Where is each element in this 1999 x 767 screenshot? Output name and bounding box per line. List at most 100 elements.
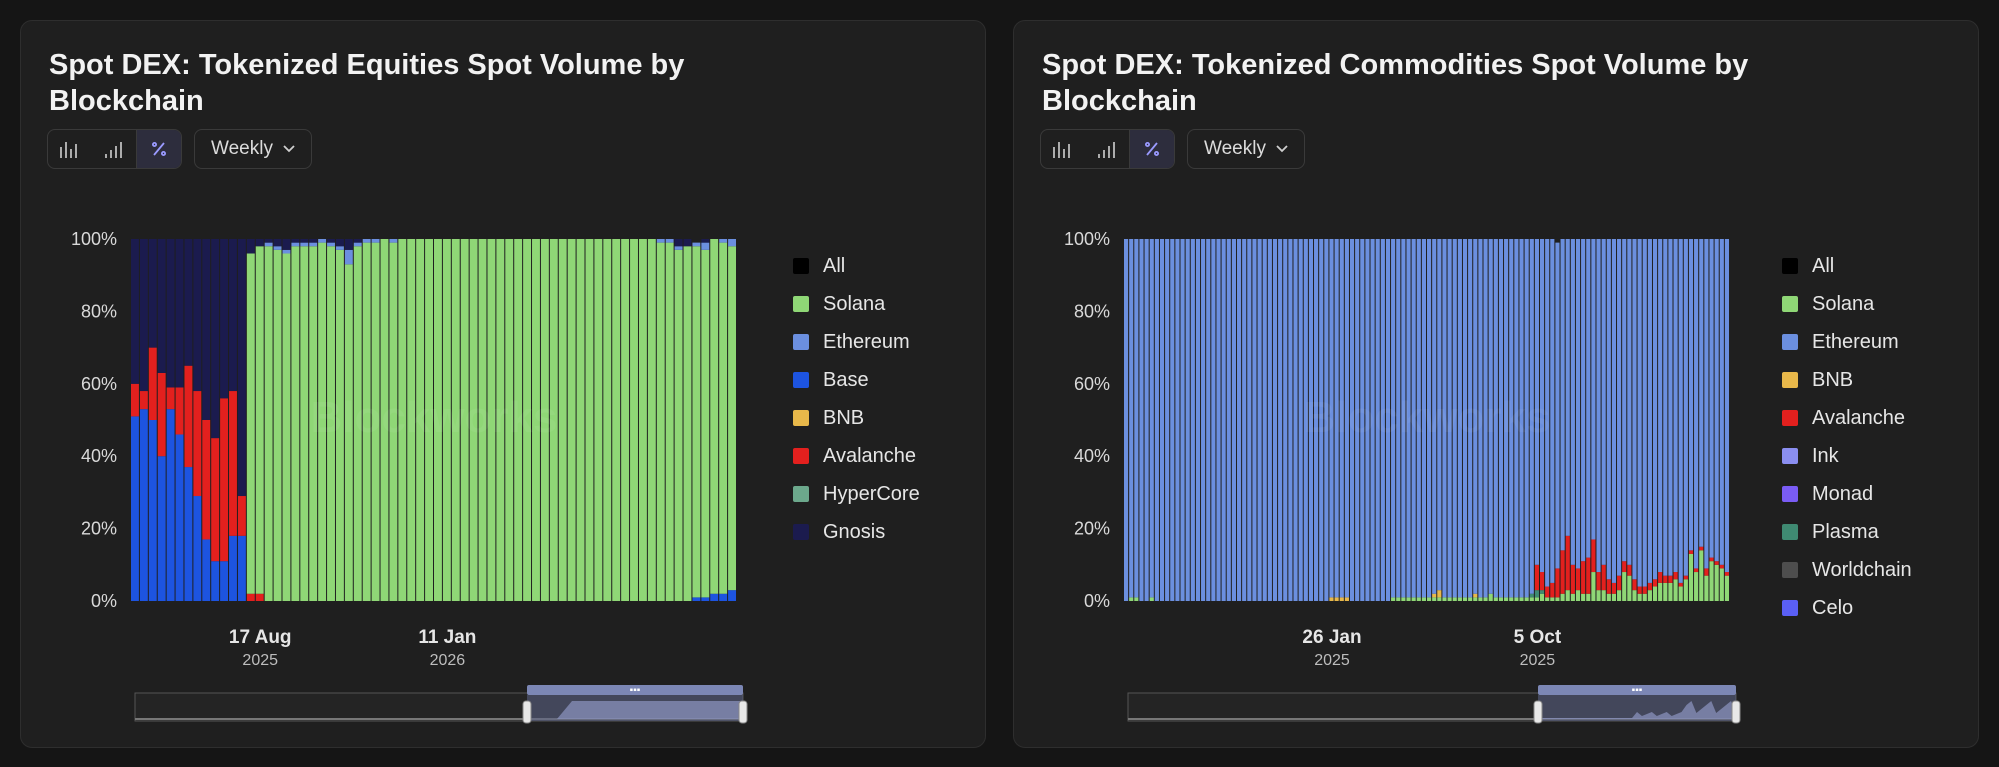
bar-segment[interactable]	[344, 239, 353, 250]
bar-segment[interactable]	[1617, 575, 1622, 591]
bar-segment[interactable]	[1159, 239, 1165, 601]
legend-item-avalanche[interactable]: Avalanche	[793, 437, 920, 475]
bar-segment[interactable]	[344, 264, 353, 601]
bar-segment[interactable]	[728, 246, 736, 591]
bar-segment[interactable]	[1452, 597, 1457, 601]
bar-segment[interactable]	[1642, 593, 1647, 601]
bar-segment[interactable]	[255, 239, 264, 247]
bar-segment[interactable]	[335, 239, 344, 247]
bar-segment[interactable]	[1688, 550, 1694, 554]
bar-segment[interactable]	[371, 239, 380, 243]
bar-segment[interactable]	[1406, 597, 1411, 601]
bar-segment[interactable]	[1349, 239, 1355, 601]
bar-segment[interactable]	[291, 242, 300, 247]
bar-segment[interactable]	[1504, 239, 1509, 598]
bar-segment[interactable]	[656, 242, 665, 601]
bar-segment[interactable]	[1668, 575, 1673, 583]
bar-segment[interactable]	[184, 365, 193, 468]
bar-segment[interactable]	[175, 434, 184, 601]
bar-segment[interactable]	[1647, 239, 1652, 583]
bar-segment[interactable]	[237, 239, 246, 497]
bar-segment[interactable]	[1504, 597, 1509, 601]
bar-segment[interactable]	[1432, 593, 1437, 598]
bar-segment[interactable]	[327, 246, 335, 602]
bar-segment[interactable]	[425, 239, 433, 601]
ascending-bars-icon[interactable]	[1085, 130, 1129, 168]
bar-segment[interactable]	[692, 242, 701, 247]
bar-segment[interactable]	[1211, 239, 1216, 601]
bar-segment[interactable]	[309, 239, 318, 243]
range-grip-handle[interactable]	[1731, 700, 1741, 724]
bar-segment[interactable]	[1637, 593, 1642, 601]
legend-item-all[interactable]: All	[1782, 247, 1912, 285]
bar-segment[interactable]	[1391, 239, 1396, 598]
bar-segment[interactable]	[514, 239, 523, 601]
bar-segment[interactable]	[451, 239, 460, 601]
bar-segment[interactable]	[1688, 239, 1694, 551]
bar-segment[interactable]	[638, 239, 647, 601]
bar-segment[interactable]	[229, 391, 237, 536]
bar-segment[interactable]	[139, 239, 148, 392]
bar-segment[interactable]	[1683, 579, 1688, 601]
bar-segment[interactable]	[1221, 239, 1226, 601]
bar-segment[interactable]	[1611, 239, 1617, 583]
bar-segment[interactable]	[1627, 564, 1632, 576]
bar-segment[interactable]	[1632, 239, 1637, 580]
bar-segment[interactable]	[1432, 239, 1437, 594]
bar-segment[interactable]	[1539, 239, 1545, 573]
bar-segment[interactable]	[1570, 593, 1575, 601]
bar-segment[interactable]	[576, 239, 585, 601]
bar-segment[interactable]	[487, 239, 496, 601]
bar-segment[interactable]	[157, 372, 166, 457]
bar-segment[interactable]	[1539, 572, 1545, 591]
bar-segment[interactable]	[335, 249, 344, 602]
bar-segment[interactable]	[1488, 239, 1493, 594]
bar-segment[interactable]	[131, 383, 139, 417]
range-handle-bar[interactable]	[1538, 685, 1736, 695]
bar-segment[interactable]	[229, 239, 237, 392]
bar-segment[interactable]	[282, 249, 291, 254]
bar-segment[interactable]	[1329, 239, 1334, 598]
bar-segment[interactable]	[1411, 239, 1416, 598]
bar-segment[interactable]	[309, 242, 318, 247]
bar-segment[interactable]	[184, 467, 193, 601]
bar-segment[interactable]	[1216, 239, 1221, 601]
bar-segment[interactable]	[1396, 239, 1401, 598]
bar-segment[interactable]	[1447, 239, 1452, 598]
bar-segment[interactable]	[1406, 239, 1411, 598]
bar-segment[interactable]	[1529, 239, 1534, 594]
bar-segment[interactable]	[389, 239, 398, 243]
legend-item-ink[interactable]: Ink	[1782, 437, 1912, 475]
bar-segment[interactable]	[202, 239, 211, 420]
bar-segment[interactable]	[1442, 597, 1447, 601]
bar-segment[interactable]	[1272, 239, 1278, 601]
bar-segment[interactable]	[1673, 579, 1678, 601]
bar-segment[interactable]	[1462, 239, 1468, 598]
bar-segment[interactable]	[1144, 239, 1149, 601]
bar-segment[interactable]	[1627, 575, 1632, 601]
bar-segment[interactable]	[1365, 239, 1370, 601]
bar-segment[interactable]	[1509, 239, 1514, 598]
bar-segment[interactable]	[1303, 239, 1308, 601]
bar-segment[interactable]	[1601, 590, 1606, 601]
bar-segment[interactable]	[1606, 579, 1611, 594]
interval-dropdown[interactable]: Weekly	[194, 129, 312, 169]
bar-segment[interactable]	[1134, 239, 1139, 598]
bar-segment[interactable]	[1668, 239, 1673, 576]
bar-segment[interactable]	[1586, 557, 1591, 594]
bar-segment[interactable]	[1534, 239, 1539, 565]
bar-segment[interactable]	[1652, 579, 1658, 587]
bar-segment[interactable]	[442, 239, 451, 601]
bar-segment[interactable]	[1668, 582, 1673, 601]
bar-segment[interactable]	[549, 239, 558, 601]
bar-segment[interactable]	[1545, 239, 1550, 587]
bar-segment[interactable]	[1231, 239, 1236, 601]
bar-segment[interactable]	[1396, 597, 1401, 601]
bar-segment[interactable]	[674, 239, 683, 247]
bar-segment[interactable]	[692, 246, 701, 598]
legend-item-ethereum[interactable]: Ethereum	[793, 323, 920, 361]
bar-segment[interactable]	[1421, 239, 1426, 598]
bar-segment[interactable]	[148, 420, 157, 601]
bar-segment[interactable]	[1545, 586, 1550, 598]
bar-segment[interactable]	[1596, 572, 1601, 591]
